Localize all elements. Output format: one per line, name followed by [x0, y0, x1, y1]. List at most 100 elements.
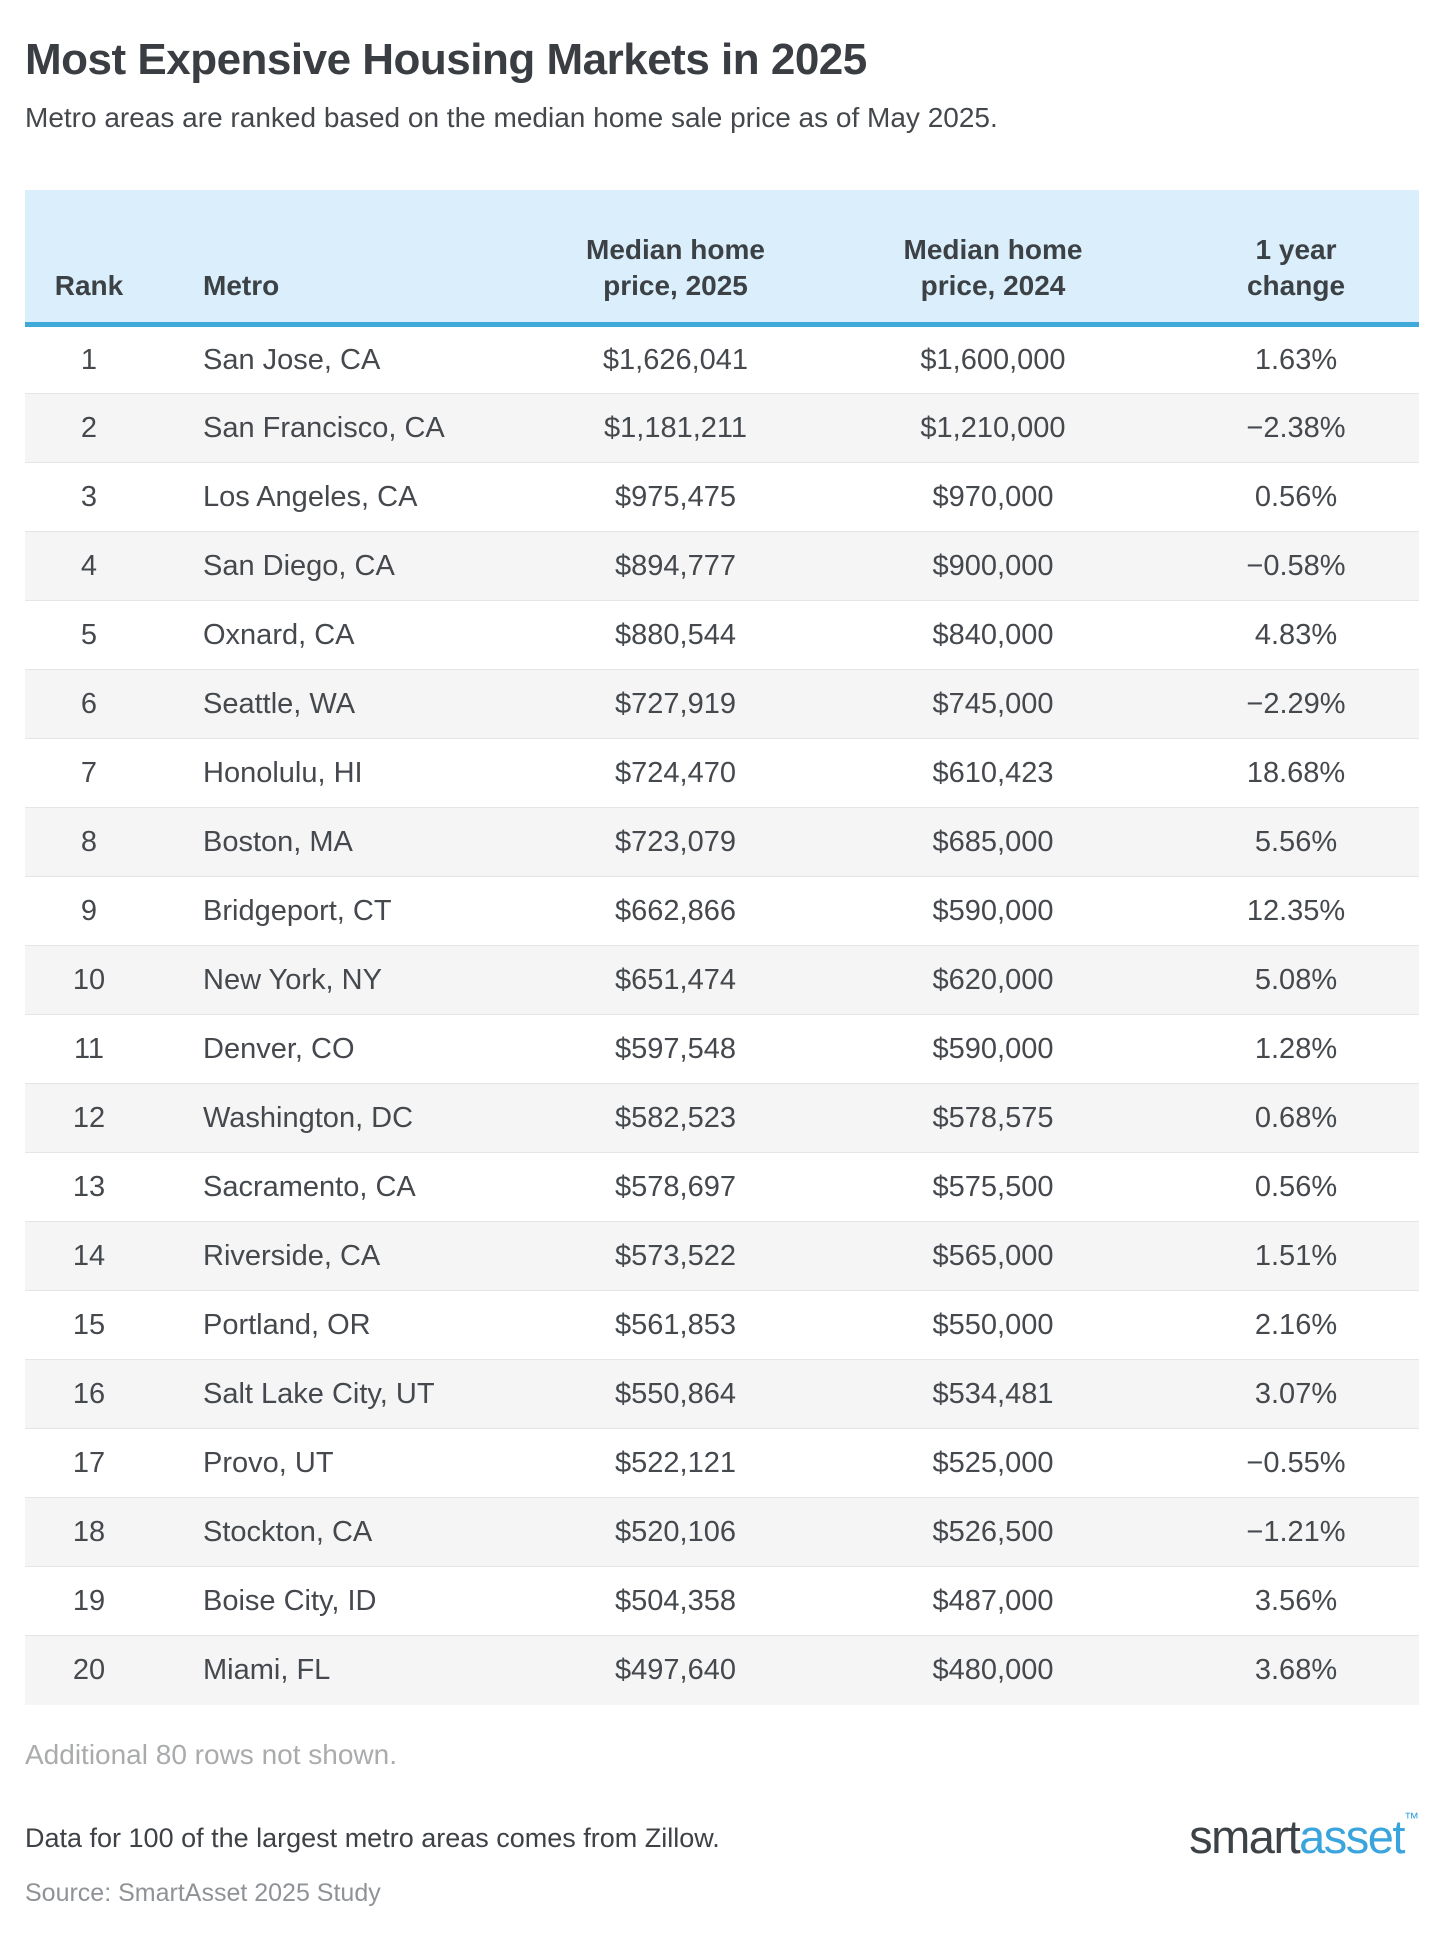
- change-cell: 0.68%: [1173, 1083, 1419, 1153]
- logo-text-asset: asset: [1299, 1809, 1405, 1863]
- price-2024-cell: $480,000: [813, 1635, 1173, 1705]
- change-cell: −0.55%: [1173, 1428, 1419, 1498]
- column-header-1yr-change: 1 year change: [1173, 190, 1419, 328]
- rank-cell: 11: [25, 1014, 153, 1084]
- price-2024-cell: $970,000: [813, 462, 1173, 532]
- change-cell: 1.63%: [1254, 343, 1338, 376]
- table-header: Rank Metro Median home price, 2025 Media…: [25, 190, 1419, 328]
- metro-cell: San Diego, CA: [153, 531, 538, 601]
- rank-cell: 18: [25, 1497, 153, 1567]
- table-row: 17 Provo, UT $522,121 $525,000 −0.55%: [25, 1428, 1419, 1498]
- metro-cell: Boise City, ID: [153, 1566, 538, 1636]
- additional-rows-note: Additional 80 rows not shown.: [25, 1738, 397, 1770]
- table-row: 3 Los Angeles, CA $975,475 $970,000 0.56…: [25, 462, 1419, 532]
- price-2025-cell: $724,470: [538, 738, 813, 808]
- rank-cell: 20: [25, 1635, 153, 1705]
- price-2025-cell: $1,626,041: [602, 343, 749, 376]
- rank-cell: 10: [25, 945, 153, 1015]
- table-row: 2 San Francisco, CA $1,181,211 $1,210,00…: [25, 393, 1419, 463]
- change-cell: 0.56%: [1173, 462, 1419, 532]
- change-cell: 5.08%: [1173, 945, 1419, 1015]
- table-row: 12 Washington, DC $582,523 $578,575 0.68…: [25, 1083, 1419, 1153]
- price-2024-cell: $745,000: [813, 669, 1173, 739]
- metro-cell: San Francisco, CA: [153, 393, 538, 463]
- price-2025-cell: $520,106: [538, 1497, 813, 1567]
- metro-cell: Sacramento, CA: [153, 1152, 538, 1222]
- price-2024-cell: $590,000: [813, 876, 1173, 946]
- price-2025-cell: $582,523: [538, 1083, 813, 1153]
- footer-notes: Data for 100 of the largest metro areas …: [25, 1823, 720, 1908]
- price-2024-cell: $590,000: [813, 1014, 1173, 1084]
- metro-cell: Stockton, CA: [153, 1497, 538, 1567]
- smartasset-logo: smartasset™: [1189, 1809, 1419, 1863]
- column-header-price-2024: Median home price, 2024: [813, 190, 1173, 328]
- change-cell: 3.56%: [1173, 1566, 1419, 1636]
- metro-cell: San Jose, CA: [203, 343, 381, 376]
- price-2025-cell: $597,548: [538, 1014, 813, 1084]
- rank-cell: 2: [25, 393, 153, 463]
- table-row: 10 New York, NY $651,474 $620,000 5.08%: [25, 945, 1419, 1015]
- change-cell: 3.07%: [1173, 1359, 1419, 1429]
- metro-cell: Washington, DC: [153, 1083, 538, 1153]
- price-2024-cell: $525,000: [813, 1428, 1173, 1498]
- housing-markets-table: Rank Metro Median home price, 2025 Media…: [25, 190, 1419, 1705]
- price-2025-cell: $573,522: [538, 1221, 813, 1291]
- logo-trademark: ™: [1404, 1809, 1419, 1827]
- price-2024-cell: $487,000: [813, 1566, 1173, 1636]
- table-row: 1 San Jose, CA $1,626,041 $1,600,000 1.6…: [25, 325, 1419, 394]
- rank-cell: 7: [25, 738, 153, 808]
- change-cell: −1.21%: [1173, 1497, 1419, 1567]
- table-row: 13 Sacramento, CA $578,697 $575,500 0.56…: [25, 1152, 1419, 1222]
- page-subtitle: Metro areas are ranked based on the medi…: [25, 101, 998, 133]
- source-note: Source: SmartAsset 2025 Study: [25, 1878, 381, 1907]
- table-row: 7 Honolulu, HI $724,470 $610,423 18.68%: [25, 738, 1419, 808]
- rank-cell: 14: [25, 1221, 153, 1291]
- change-cell: 12.35%: [1173, 876, 1419, 946]
- metro-cell: Salt Lake City, UT: [153, 1359, 538, 1429]
- metro-cell: Provo, UT: [153, 1428, 538, 1498]
- change-cell: 2.16%: [1173, 1290, 1419, 1360]
- price-2025-cell: $880,544: [538, 600, 813, 670]
- rank-cell: 13: [25, 1152, 153, 1222]
- metro-cell: Honolulu, HI: [153, 738, 538, 808]
- metro-cell: Oxnard, CA: [153, 600, 538, 670]
- price-2024-cell: $620,000: [813, 945, 1173, 1015]
- price-2025-cell: $662,866: [538, 876, 813, 946]
- rank-cell: 3: [25, 462, 153, 532]
- price-2025-cell: $894,777: [538, 531, 813, 601]
- price-2025-cell: $1,181,211: [538, 393, 813, 463]
- change-cell: 0.56%: [1173, 1152, 1419, 1222]
- price-2025-cell: $504,358: [538, 1566, 813, 1636]
- logo-text-smart: smart: [1189, 1809, 1301, 1863]
- rank-cell: 9: [25, 876, 153, 946]
- metro-cell: Riverside, CA: [153, 1221, 538, 1291]
- change-cell: −2.38%: [1173, 393, 1419, 463]
- rank-cell: 19: [25, 1566, 153, 1636]
- table-body: 1 San Jose, CA $1,626,041 $1,600,000 1.6…: [25, 325, 1419, 1705]
- data-source-note: Data for 100 of the largest metro areas …: [25, 1822, 720, 1853]
- column-header-price-2025: Median home price, 2025: [538, 190, 813, 328]
- rank-cell: 15: [25, 1290, 153, 1360]
- rank-cell: 8: [25, 807, 153, 877]
- price-2025-cell: $578,697: [538, 1152, 813, 1222]
- price-2025-cell: $723,079: [538, 807, 813, 877]
- price-2025-cell: $497,640: [538, 1635, 813, 1705]
- table-row: 20 Miami, FL $497,640 $480,000 3.68%: [25, 1635, 1419, 1705]
- change-cell: 4.83%: [1173, 600, 1419, 670]
- price-2024-cell: $526,500: [813, 1497, 1173, 1567]
- price-2025-cell: $651,474: [538, 945, 813, 1015]
- change-cell: 3.68%: [1173, 1635, 1419, 1705]
- metro-cell: Denver, CO: [153, 1014, 538, 1084]
- price-2024-cell: $1,600,000: [920, 343, 1066, 376]
- rank-cell: 1: [80, 343, 98, 376]
- table-row: 4 San Diego, CA $894,777 $900,000 −0.58%: [25, 531, 1419, 601]
- table-row: 16 Salt Lake City, UT $550,864 $534,481 …: [25, 1359, 1419, 1429]
- table-row: 11 Denver, CO $597,548 $590,000 1.28%: [25, 1014, 1419, 1084]
- table-row: 14 Riverside, CA $573,522 $565,000 1.51%: [25, 1221, 1419, 1291]
- footer: Data for 100 of the largest metro areas …: [25, 1810, 1419, 1908]
- price-2024-cell: $685,000: [813, 807, 1173, 877]
- change-cell: 18.68%: [1173, 738, 1419, 808]
- change-cell: 1.28%: [1173, 1014, 1419, 1084]
- table-header-row: Rank Metro Median home price, 2025 Media…: [25, 190, 1419, 328]
- change-cell: −2.29%: [1173, 669, 1419, 739]
